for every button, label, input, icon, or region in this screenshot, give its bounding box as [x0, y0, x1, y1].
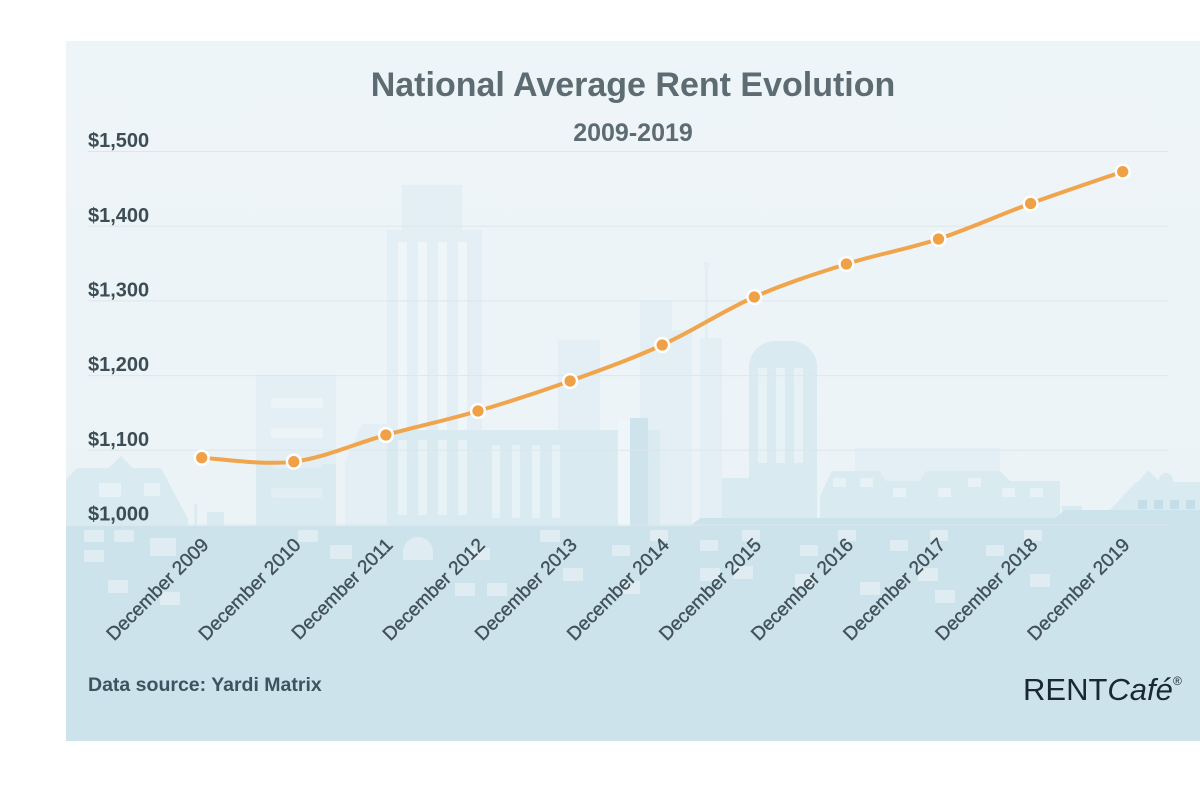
svg-text:®: ®: [1173, 674, 1182, 688]
svg-text:$1,100: $1,100: [88, 429, 149, 451]
svg-text:$1,200: $1,200: [88, 354, 149, 376]
svg-text:$1,500: $1,500: [88, 130, 149, 152]
svg-text:2009-2019: 2009-2019: [573, 119, 693, 147]
svg-text:RENTCafé: RENTCafé: [1023, 672, 1173, 707]
svg-text:National Average Rent Evolutio: National Average Rent Evolution: [371, 66, 896, 104]
svg-text:$1,000: $1,000: [88, 504, 149, 526]
svg-text:Data source: Yardi Matrix: Data source: Yardi Matrix: [88, 674, 322, 696]
svg-text:$1,400: $1,400: [88, 205, 149, 227]
svg-text:$1,300: $1,300: [88, 280, 149, 302]
